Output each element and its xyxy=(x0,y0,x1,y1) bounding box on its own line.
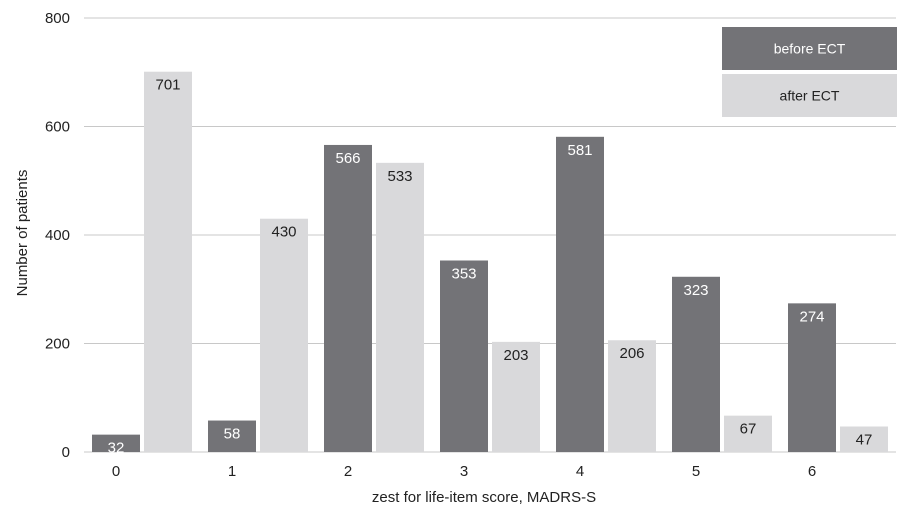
bar-before-ect xyxy=(556,136,604,452)
bar-before-ect xyxy=(92,434,140,452)
bars xyxy=(92,71,888,453)
bar-before-ect xyxy=(440,260,488,452)
legend-label: after ECT xyxy=(780,88,840,104)
x-tick-label: 0 xyxy=(112,463,120,480)
data-label: 206 xyxy=(619,345,644,362)
bar-before-ect xyxy=(324,144,372,452)
data-label: 533 xyxy=(387,168,412,185)
y-tick-labels: 0 200 400 600 800 xyxy=(45,10,70,461)
bar-before-ect xyxy=(672,276,720,452)
data-label: 32 xyxy=(108,440,125,457)
data-label: 67 xyxy=(740,421,757,438)
bar-after-ect xyxy=(724,415,772,452)
bar-after-ect xyxy=(144,71,192,453)
x-tick-labels: 0 1 2 3 4 5 6 xyxy=(112,463,816,480)
y-axis-title: Number of patients xyxy=(14,170,31,297)
bar-after-ect xyxy=(608,340,656,452)
legend: before ECT after ECT xyxy=(722,27,897,117)
data-label: 203 xyxy=(503,347,528,364)
bar-before-ect xyxy=(788,303,836,452)
data-label: 566 xyxy=(335,150,360,167)
legend-swatch xyxy=(722,27,897,70)
data-label: 701 xyxy=(155,77,180,94)
bar-after-ect xyxy=(840,426,888,452)
data-labels: 32 701 58 430 566 533 353 203 581 206 323 67 274 47 xyxy=(108,77,873,457)
y-tick-label: 0 xyxy=(62,444,70,461)
legend-swatch xyxy=(722,74,897,117)
data-label: 581 xyxy=(567,142,592,159)
y-tick-label: 800 xyxy=(45,10,70,27)
y-tick-label: 200 xyxy=(45,336,70,353)
bar-after-ect xyxy=(260,218,308,452)
bar-before-ect xyxy=(208,420,256,452)
x-axis-title: zest for life-item score, MADRS-S xyxy=(372,489,596,506)
data-label: 274 xyxy=(799,308,824,325)
legend-label: before ECT xyxy=(774,41,846,57)
x-tick-label: 4 xyxy=(576,463,584,480)
data-label: 323 xyxy=(683,282,708,299)
x-tick-label: 2 xyxy=(344,463,352,480)
data-label: 47 xyxy=(856,432,873,449)
x-tick-label: 6 xyxy=(808,463,816,480)
data-label: 353 xyxy=(451,265,476,282)
data-label: 430 xyxy=(271,224,296,241)
bar-after-ect xyxy=(492,341,540,452)
bar-after-ect xyxy=(376,162,424,452)
x-tick-label: 5 xyxy=(692,463,700,480)
x-tick-label: 1 xyxy=(228,463,236,480)
y-tick-label: 600 xyxy=(45,119,70,136)
data-label: 58 xyxy=(224,426,241,443)
y-tick-label: 400 xyxy=(45,227,70,244)
x-tick-label: 3 xyxy=(460,463,468,480)
